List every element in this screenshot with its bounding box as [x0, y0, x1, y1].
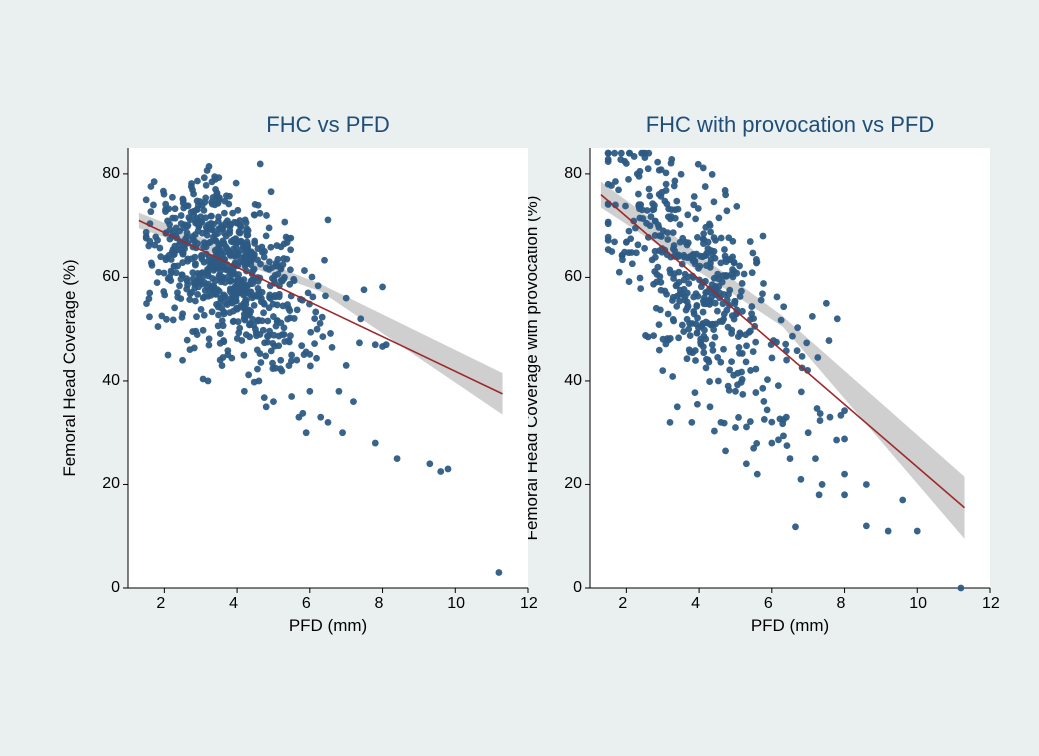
left-panel-plot-area: [128, 148, 528, 588]
right-panel-title: FHC with provocation vs PFD: [640, 112, 940, 138]
y-tick-label: 20: [102, 475, 120, 493]
left-panel-title: FHC vs PFD: [178, 112, 478, 138]
x-tick-label: 12: [982, 595, 1000, 613]
right-panel-plot-area: [590, 148, 990, 588]
left-panel-y-axis-label: Femoral Head Coverage (%): [60, 148, 80, 588]
y-tick-label: 40: [564, 372, 582, 390]
y-tick-label: 80: [102, 165, 120, 183]
y-tick-label: 60: [102, 268, 120, 286]
x-tick-label: 10: [447, 595, 465, 613]
y-tick-label: 0: [573, 579, 582, 597]
y-tick-label: 0: [111, 579, 120, 597]
x-tick-label: 6: [302, 595, 311, 613]
x-tick-label: 4: [229, 595, 238, 613]
x-tick-label: 12: [520, 595, 538, 613]
x-tick-label: 8: [837, 595, 846, 613]
x-tick-label: 10: [909, 595, 927, 613]
figure-root: FHC vs PFD β=-3.38 P<0.001 Femoral Head …: [0, 0, 1039, 756]
x-tick-label: 6: [764, 595, 773, 613]
x-tick-label: 4: [691, 595, 700, 613]
x-tick-label: 8: [375, 595, 384, 613]
y-tick-label: 40: [102, 372, 120, 390]
y-tick-label: 80: [564, 165, 582, 183]
x-tick-label: 2: [618, 595, 627, 613]
left-panel-x-axis-label: PFD (mm): [128, 616, 528, 636]
right-panel-x-axis-label: PFD (mm): [590, 616, 990, 636]
y-tick-label: 60: [564, 268, 582, 286]
y-tick-label: 20: [564, 475, 582, 493]
x-tick-label: 2: [156, 595, 165, 613]
